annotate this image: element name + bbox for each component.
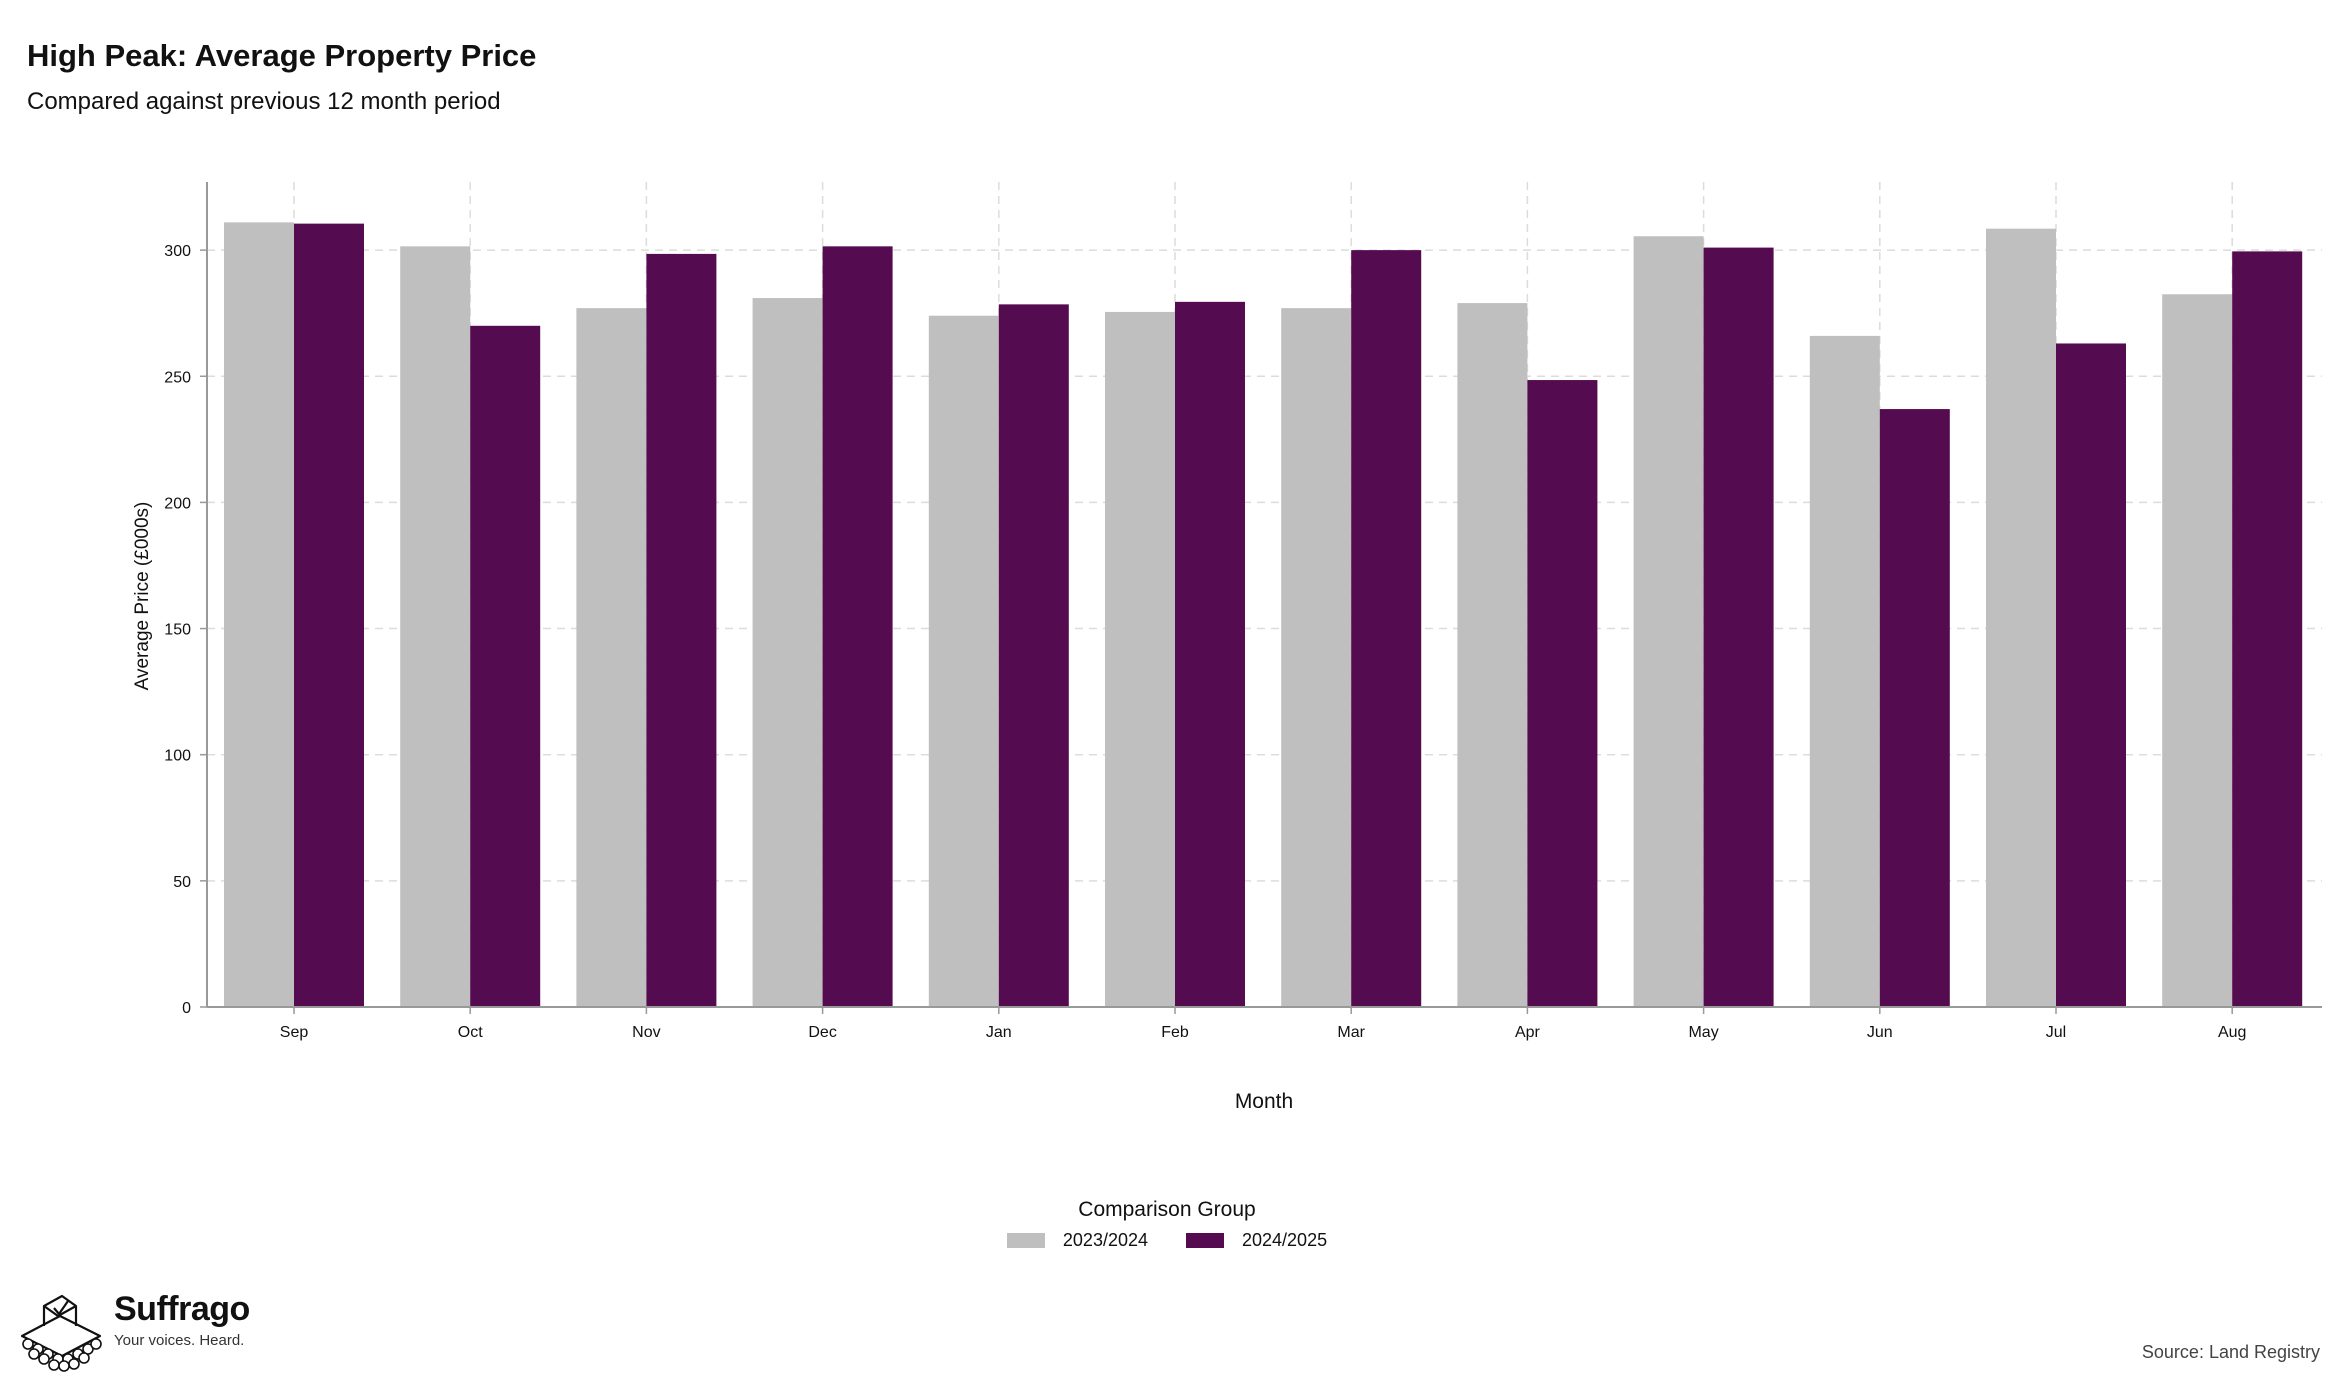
x-tick-label: Mar xyxy=(1337,1024,1365,1041)
source-note: Source: Land Registry xyxy=(2141,1342,2320,1362)
bar-2024-2025-jan xyxy=(998,304,1069,1007)
x-tick-label: Feb xyxy=(1161,1024,1189,1041)
bar-2023-2024-jun xyxy=(1809,335,1880,1008)
x-tick-label: Dec xyxy=(808,1024,836,1041)
x-tick-labels: Sep Oct Nov Dec Jan Feb Mar Apr May Jun Jul Aug xyxy=(280,1007,2246,1041)
legend-item-2024-2025: 2024/2025 xyxy=(1186,1230,1327,1251)
bar-2024-2025-nov xyxy=(646,253,717,1007)
brand-name: Suffrago xyxy=(114,1290,250,1328)
x-tick-label: Jun xyxy=(1867,1024,1893,1041)
bar-2023-2024-feb xyxy=(1105,311,1175,1008)
bar-2024-2025-feb xyxy=(1175,301,1245,1007)
bar-2024-2025-jun xyxy=(1879,409,1950,1007)
bar-2024-2025-sep xyxy=(294,223,364,1008)
bar-2024-2025-aug xyxy=(2232,251,2303,1007)
bar-2024-2025-jul xyxy=(2056,343,2126,1007)
legend-label-2024-2025: 2024/2025 xyxy=(1242,1230,1328,1250)
y-tick-label: 50 xyxy=(173,874,191,891)
x-tick-label: Aug xyxy=(2218,1024,2246,1041)
legend-swatch-2024-2025 xyxy=(1186,1233,1224,1248)
y-tick-label: 0 xyxy=(182,1000,191,1017)
legend-item-2023-2024: 2023/2024 xyxy=(1006,1230,1148,1251)
y-tick-label: 250 xyxy=(164,369,191,386)
x-tick-label: Jan xyxy=(986,1024,1012,1041)
x-tick-label: May xyxy=(1688,1024,1718,1041)
brand-tagline: Your voices. Heard. xyxy=(114,1331,245,1349)
bar-2024-2025-oct xyxy=(470,325,541,1007)
bar-2024-2025-mar xyxy=(1351,250,1422,1007)
brand-logo: Suffrago Your voices. Heard. xyxy=(14,1290,250,1372)
legend: Comparison Group 2023/2024 2024/2025 xyxy=(0,1198,2334,1251)
legend-swatch-2023-2024 xyxy=(1006,1233,1045,1248)
bar-2023-2024-may xyxy=(1633,236,1704,1008)
y-tick-label: 200 xyxy=(164,495,191,512)
x-tick-label: Nov xyxy=(632,1024,660,1041)
x-axis-label: Month xyxy=(1235,1090,1293,1113)
y-tick-labels: 0 50 100 150 200 250 300 xyxy=(164,243,207,1017)
bars xyxy=(224,222,2303,1008)
bar-2023-2024-jan xyxy=(928,315,999,1008)
bar-2023-2024-aug xyxy=(2162,294,2233,1007)
x-tick-label: Apr xyxy=(1515,1024,1541,1041)
bar-2023-2024-sep xyxy=(224,222,294,1008)
bar-2023-2024-mar xyxy=(1281,308,1352,1007)
bar-2024-2025-dec xyxy=(822,246,893,1008)
bar-2023-2024-nov xyxy=(576,308,647,1007)
legend-label-2023-2024: 2023/2024 xyxy=(1062,1230,1148,1250)
bar-2023-2024-oct xyxy=(400,246,471,1008)
chart-subtitle: Compared against previous 12 month perio… xyxy=(27,88,501,115)
axes xyxy=(206,182,2322,1008)
x-tick-label: Jul xyxy=(2046,1024,2066,1041)
y-tick-label: 100 xyxy=(164,748,191,765)
x-tick-label: Oct xyxy=(458,1024,483,1041)
y-axis-label: Average Price (£000s) xyxy=(132,502,153,691)
bar-2024-2025-may xyxy=(1703,247,1774,1008)
ballot-box-icon xyxy=(20,1294,102,1372)
legend-title: Comparison Group xyxy=(1078,1198,1256,1221)
y-tick-label: 300 xyxy=(164,243,191,260)
bar-2024-2025-apr xyxy=(1527,380,1598,1008)
bar-2023-2024-dec xyxy=(752,298,823,1007)
bar-2023-2024-jul xyxy=(1986,228,2056,1007)
bar-2023-2024-apr xyxy=(1457,303,1528,1007)
y-tick-label: 150 xyxy=(164,622,191,639)
chart-title: High Peak: Average Property Price xyxy=(27,38,537,73)
x-tick-label: Sep xyxy=(280,1024,309,1041)
